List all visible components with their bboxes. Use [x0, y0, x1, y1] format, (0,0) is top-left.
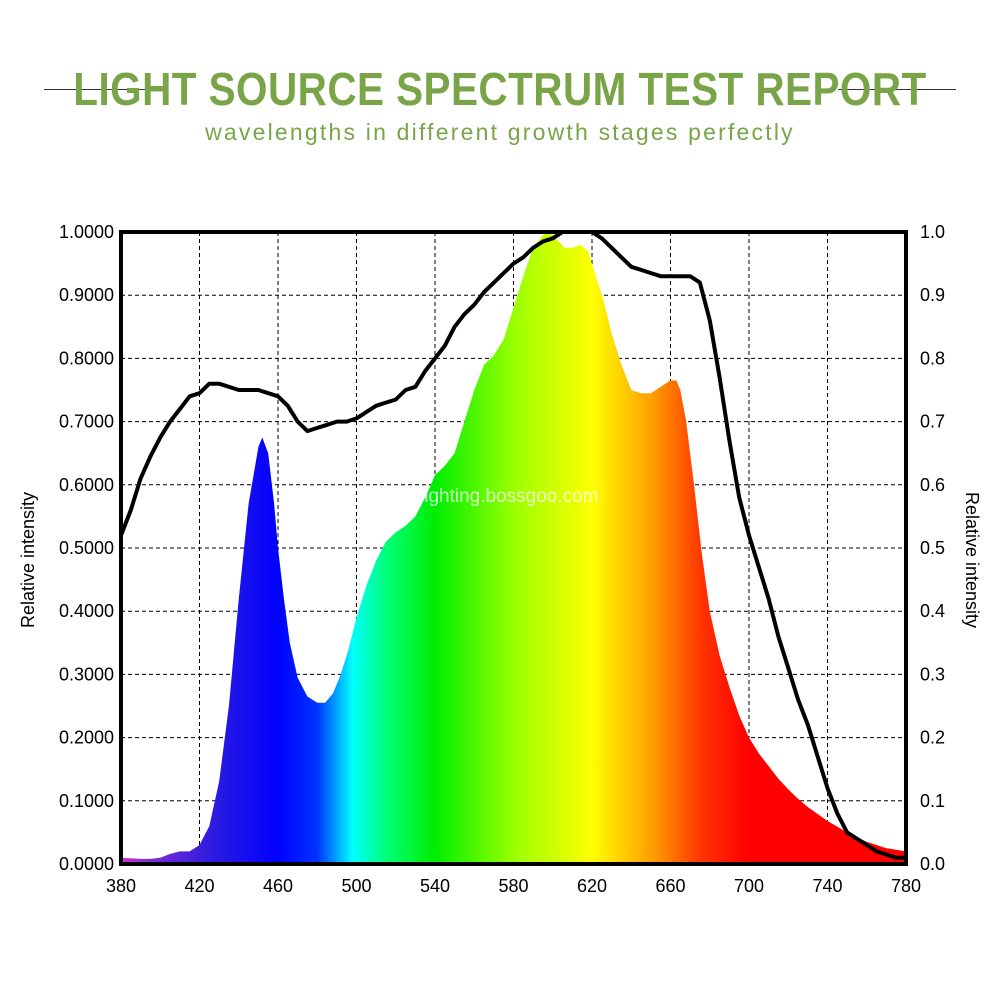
- y-tick-label-left: 0.7000: [59, 412, 114, 432]
- y-tick-label-right: 0.9: [920, 285, 945, 305]
- x-tick-label: 740: [812, 876, 842, 896]
- x-tick-label: 620: [577, 876, 607, 896]
- x-tick-label: 500: [341, 876, 371, 896]
- watermark: lighting.bossgoo.com: [420, 486, 599, 507]
- y-tick-label-left: 1.0000: [59, 222, 114, 242]
- x-tick-label: 460: [263, 876, 293, 896]
- y-tick-label-right: 0.8: [920, 348, 945, 368]
- y-tick-label-left: 0.8000: [59, 348, 114, 368]
- y-tick-label-right: 1.0: [920, 222, 945, 242]
- y-tick-label-left: 0.6000: [59, 475, 114, 495]
- page-title: LIGHT SOURCE SPECTRUM TEST REPORT: [73, 63, 927, 115]
- y-tick-label-right: 0.5: [920, 538, 945, 558]
- page-subtitle: wavelengths in different growth stages p…: [205, 119, 795, 145]
- title-rule-left: [44, 89, 150, 90]
- y-tick-label-left: 0.2000: [59, 728, 114, 748]
- x-tick-label: 580: [498, 876, 528, 896]
- y-tick-label-right: 0.6: [920, 475, 945, 495]
- y-tick-label-left: 0.5000: [59, 538, 114, 558]
- y-axis-label-left: Relative intensity: [18, 492, 38, 628]
- x-tick-label: 660: [655, 876, 685, 896]
- response-line: [119, 230, 906, 860]
- x-tick-label: 380: [106, 876, 136, 896]
- x-tick-label: 700: [734, 876, 764, 896]
- y-tick-label-left: 0.1000: [59, 791, 114, 811]
- y-tick-label-right: 0.3: [920, 664, 945, 684]
- title-rule-right: [838, 89, 956, 90]
- y-tick-label-right: 0.0: [920, 854, 945, 874]
- y-tick-label-right: 0.1: [920, 791, 945, 811]
- x-tick-label: 540: [420, 876, 450, 896]
- y-tick-label-left: 0.9000: [59, 285, 114, 305]
- y-tick-label-left: 0.0000: [59, 854, 114, 874]
- plot-frame: [119, 230, 908, 866]
- spectrum-area: [121, 232, 906, 864]
- y-tick-label-right: 0.4: [920, 601, 945, 621]
- y-axis-label-right: Relative intensity: [962, 492, 982, 628]
- y-tick-label-right: 0.7: [920, 412, 945, 432]
- x-tick-label: 420: [184, 876, 214, 896]
- y-tick-label-left: 0.3000: [59, 664, 114, 684]
- y-tick-label-right: 0.2: [920, 728, 945, 748]
- x-tick-label: 780: [891, 876, 921, 896]
- y-tick-label-left: 0.4000: [59, 601, 114, 621]
